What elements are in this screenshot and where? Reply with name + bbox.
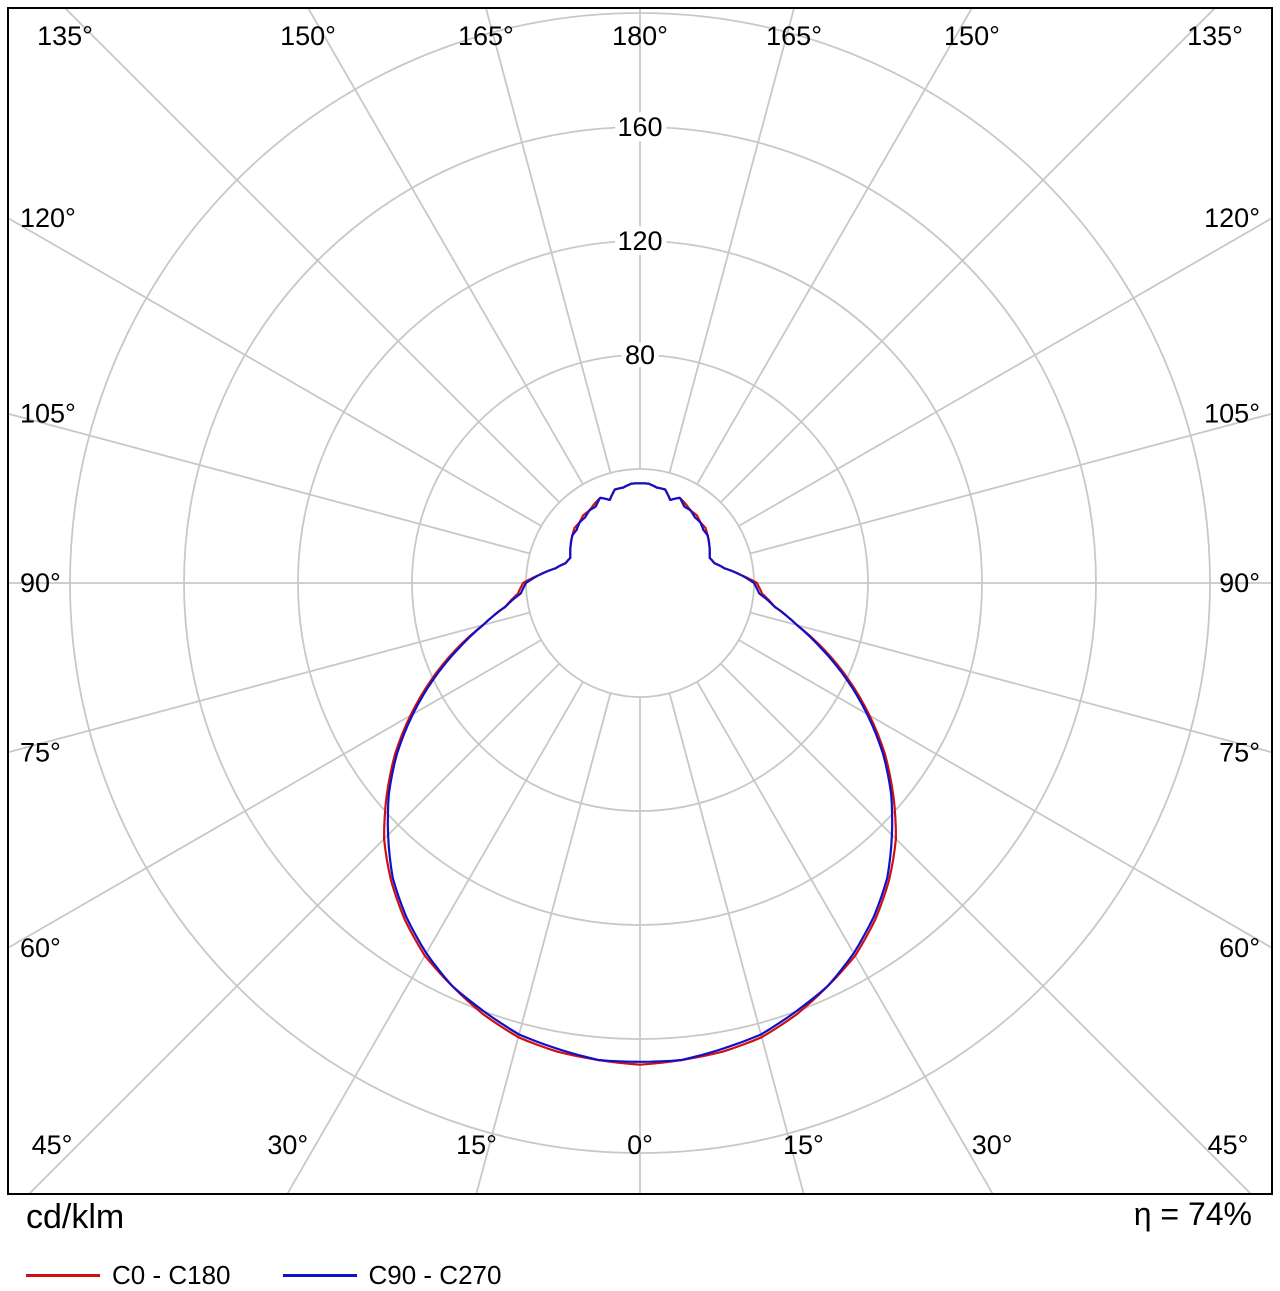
legend-line-red-icon xyxy=(26,1274,100,1277)
unit-label: cd/klm xyxy=(26,1198,125,1236)
angle-label: 45° xyxy=(32,1130,73,1160)
legend-label-c0-c180: C0 - C180 xyxy=(112,1260,231,1290)
chart-frame xyxy=(7,7,1273,1195)
angle-label: 105° xyxy=(20,399,76,429)
angle-label: 180° xyxy=(612,21,668,51)
radial-label: 160 xyxy=(617,112,662,142)
angle-label: 105° xyxy=(1204,399,1260,429)
angle-label: 120° xyxy=(20,203,76,233)
legend-label-c90-c270: C90 - C270 xyxy=(368,1260,502,1290)
angle-label: 75° xyxy=(20,737,61,767)
angle-label: 150° xyxy=(280,21,336,51)
angle-label: 45° xyxy=(1208,1130,1249,1160)
angle-label: 150° xyxy=(944,21,1000,51)
legend-item-c90-c270: C90 - C270 xyxy=(282,1260,502,1291)
angle-label: 60° xyxy=(20,933,61,963)
angle-label: 0° xyxy=(627,1130,653,1160)
radial-labels: 80 120 160 xyxy=(612,107,667,375)
angle-label: 135° xyxy=(1187,21,1243,51)
legend: C0 - C180 C90 - C270 xyxy=(26,1260,501,1291)
angle-label: 15° xyxy=(783,1130,824,1160)
angle-label: 15° xyxy=(456,1130,497,1160)
angle-label: 165° xyxy=(458,21,514,51)
radial-label: 80 xyxy=(625,340,655,370)
radial-label: 120 xyxy=(617,226,662,256)
series-curve-c90-c270 xyxy=(386,482,894,1063)
angle-label: 120° xyxy=(1204,203,1260,233)
angle-label: 30° xyxy=(267,1130,308,1160)
angle-label: 135° xyxy=(37,21,93,51)
efficiency-label: η = 74% xyxy=(1133,1196,1252,1232)
angle-label: 75° xyxy=(1219,737,1260,767)
angle-labels: 0° 15° 15° 30° 30° 45° 45° 60° 60° 75° 75° 90° 90° 10… xyxy=(20,21,1260,1160)
angle-label: 90° xyxy=(20,568,61,598)
angle-label: 90° xyxy=(1219,568,1260,598)
legend-line-blue-icon xyxy=(282,1274,357,1277)
angle-label: 60° xyxy=(1219,933,1260,963)
angle-label: 165° xyxy=(766,21,822,51)
angle-label: 30° xyxy=(972,1130,1013,1160)
legend-item-c0-c180: C0 - C180 xyxy=(26,1260,231,1291)
